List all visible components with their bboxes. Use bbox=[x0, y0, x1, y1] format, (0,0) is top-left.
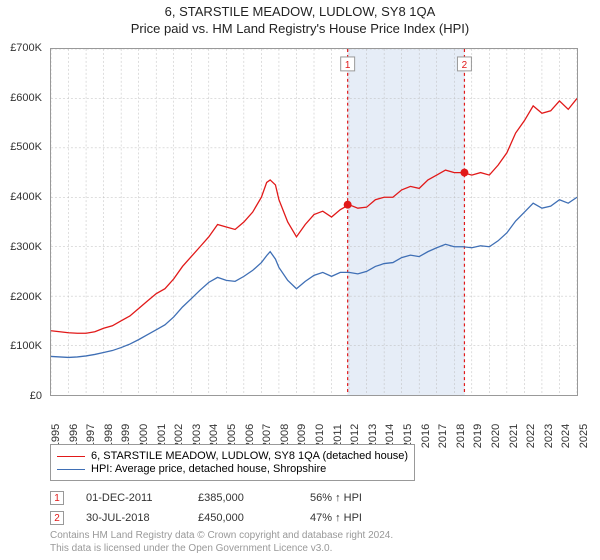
marker-badge: 1 bbox=[50, 491, 64, 505]
x-tick-label: 2023 bbox=[543, 424, 555, 448]
marker-pct: 47% ↑ HPI bbox=[310, 512, 422, 524]
y-tick-label: £300K bbox=[10, 241, 42, 253]
x-axis-labels: 1995199619971998199920002001200220032004… bbox=[50, 398, 578, 442]
marker-badge: 2 bbox=[50, 511, 64, 525]
legend-swatch bbox=[57, 456, 85, 457]
marker-date: 01-DEC-2011 bbox=[86, 492, 198, 504]
legend-label: 6, STARSTILE MEADOW, LUDLOW, SY8 1QA (de… bbox=[91, 450, 408, 462]
svg-text:2: 2 bbox=[462, 60, 468, 71]
chart-plot-area: 12 bbox=[50, 48, 578, 396]
y-tick-label: £400K bbox=[10, 191, 42, 203]
x-tick-label: 2018 bbox=[455, 424, 467, 448]
y-tick-label: £700K bbox=[10, 42, 42, 54]
legend-swatch bbox=[57, 469, 85, 470]
legend-label: HPI: Average price, detached house, Shro… bbox=[91, 463, 326, 475]
marker-price: £450,000 bbox=[198, 512, 310, 524]
title-block: 6, STARSTILE MEADOW, LUDLOW, SY8 1QA Pri… bbox=[0, 0, 600, 36]
x-tick-label: 2016 bbox=[420, 424, 432, 448]
y-tick-label: £200K bbox=[10, 291, 42, 303]
title-subtitle: Price paid vs. HM Land Registry's House … bbox=[0, 21, 600, 36]
x-tick-label: 2020 bbox=[490, 424, 502, 448]
y-tick-label: £0 bbox=[30, 390, 42, 402]
marker-row: 1 01-DEC-2011£385,00056% ↑ HPI bbox=[50, 488, 422, 508]
x-tick-label: 2025 bbox=[578, 424, 590, 448]
y-tick-label: £600K bbox=[10, 92, 42, 104]
y-tick-label: £500K bbox=[10, 141, 42, 153]
legend: 6, STARSTILE MEADOW, LUDLOW, SY8 1QA (de… bbox=[50, 444, 415, 481]
marker-pct: 56% ↑ HPI bbox=[310, 492, 422, 504]
x-tick-label: 2022 bbox=[525, 424, 537, 448]
marker-date: 30-JUL-2018 bbox=[86, 512, 198, 524]
chart-container: 6, STARSTILE MEADOW, LUDLOW, SY8 1QA Pri… bbox=[0, 0, 600, 560]
y-axis-labels: £0£100K£200K£300K£400K£500K£600K£700K bbox=[0, 48, 46, 396]
footer-line1: Contains HM Land Registry data © Crown c… bbox=[50, 530, 393, 543]
marker-row: 2 30-JUL-2018£450,00047% ↑ HPI bbox=[50, 508, 422, 528]
svg-text:1: 1 bbox=[345, 60, 351, 71]
footer-line2: This data is licensed under the Open Gov… bbox=[50, 543, 393, 556]
x-tick-label: 2019 bbox=[472, 424, 484, 448]
x-tick-label: 2024 bbox=[560, 424, 572, 448]
legend-item: HPI: Average price, detached house, Shro… bbox=[57, 463, 408, 475]
footer-attribution: Contains HM Land Registry data © Crown c… bbox=[50, 530, 393, 555]
plot-svg: 12 bbox=[51, 49, 577, 395]
y-tick-label: £100K bbox=[10, 340, 42, 352]
x-tick-label: 2021 bbox=[508, 424, 520, 448]
marker-price: £385,000 bbox=[198, 492, 310, 504]
x-tick-label: 2017 bbox=[437, 424, 449, 448]
marker-table: 1 01-DEC-2011£385,00056% ↑ HPI 2 30-JUL-201… bbox=[50, 488, 422, 528]
legend-item: 6, STARSTILE MEADOW, LUDLOW, SY8 1QA (de… bbox=[57, 450, 408, 462]
title-address: 6, STARSTILE MEADOW, LUDLOW, SY8 1QA bbox=[0, 4, 600, 19]
